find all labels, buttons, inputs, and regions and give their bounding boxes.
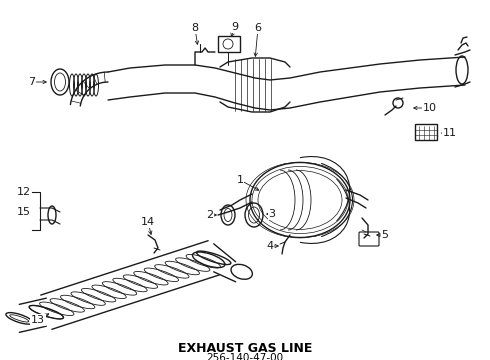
Text: EXHAUST GAS LINE: EXHAUST GAS LINE (178, 342, 312, 355)
Text: 2: 2 (206, 210, 214, 220)
Text: 10: 10 (423, 103, 437, 113)
Text: 4: 4 (267, 241, 273, 251)
Text: 8: 8 (192, 23, 198, 33)
Text: 6: 6 (254, 23, 262, 33)
Text: 12: 12 (17, 187, 31, 197)
Text: 9: 9 (231, 22, 239, 32)
Text: 13: 13 (31, 315, 45, 325)
Text: 11: 11 (443, 128, 457, 138)
Text: 7: 7 (28, 77, 36, 87)
Text: 15: 15 (17, 207, 31, 217)
Text: 1: 1 (237, 175, 244, 185)
Text: 5: 5 (382, 230, 389, 240)
Text: 3: 3 (269, 209, 275, 219)
Text: 14: 14 (141, 217, 155, 227)
Text: 256-140-47-00: 256-140-47-00 (206, 353, 284, 360)
